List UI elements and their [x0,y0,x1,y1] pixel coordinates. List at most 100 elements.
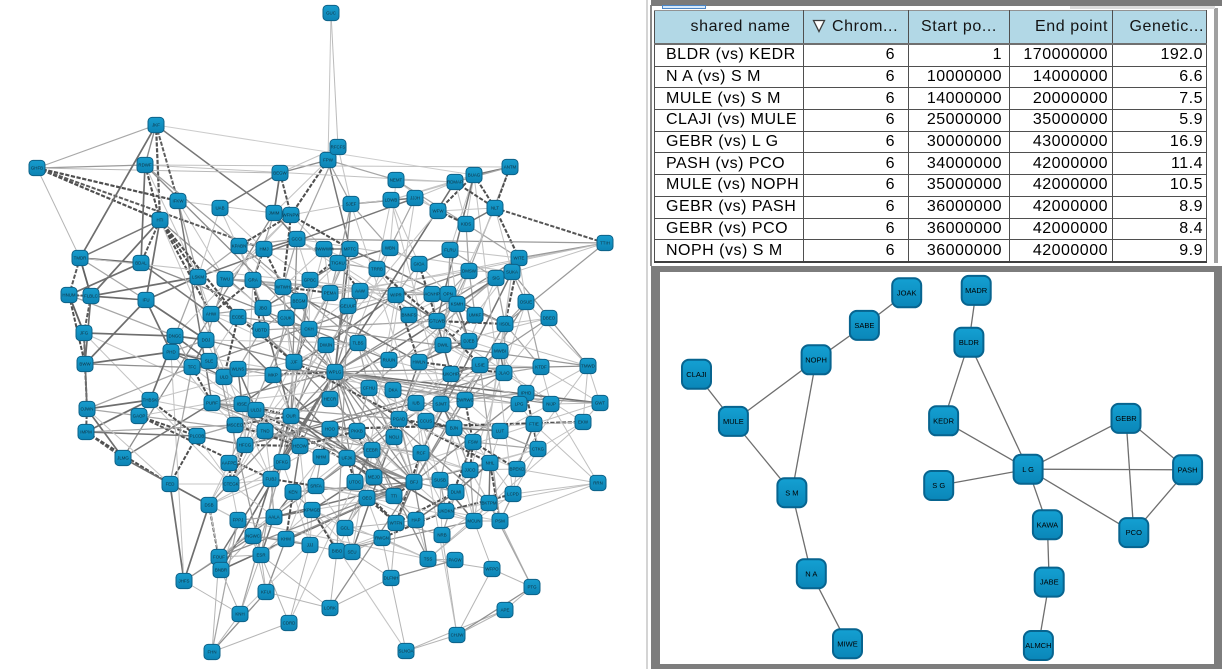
svg-text:ECBE: ECBE [232,315,244,320]
svg-text:PEMA: PEMA [324,291,337,296]
svg-text:DNGC: DNGC [169,334,182,339]
svg-text:OJWN: OJWN [81,407,94,412]
svg-text:TTI: TTI [391,494,398,499]
svg-text:GWT: GWT [595,401,606,406]
svg-text:KNH: KNH [235,612,244,617]
svg-text:IFU: IFU [142,298,149,303]
svg-text:LUT: LUT [496,429,505,434]
svg-text:MPTC: MPTC [344,247,356,252]
svg-text:KFUI: KFUI [261,590,271,595]
svg-text:NOLI: NOLI [389,435,399,440]
svg-text:WFW: WFW [433,209,445,214]
svg-text:JFG: JFG [80,331,89,336]
svg-text:ACNHP: ACNHP [424,292,439,297]
svg-text:MWBI: MWBI [494,349,506,354]
svg-text:HWLN: HWLN [413,360,426,365]
svg-text:WTFN: WTFN [390,521,403,526]
svg-text:MEJO: MEJO [368,475,381,480]
svg-text:GUC: GUC [326,11,336,16]
svg-text:WLNS: WLNS [232,367,245,372]
svg-text:NGWC: NGWC [246,534,260,539]
svg-text:OEO: OEO [362,496,372,501]
svg-text:HTI: HTI [156,218,163,223]
svg-text:DKA: DKA [388,388,397,393]
svg-text:DFKG: DFKG [276,460,289,465]
svg-text:DLFNH: DLFNH [384,576,399,581]
svg-text:AALA: AALA [268,515,279,520]
svg-text:LCPD: LCPD [507,492,519,497]
svg-text:GEUUF: GEUUF [340,304,356,309]
svg-text:GAOP: GAOP [133,414,146,419]
svg-text:GCL: GCL [340,526,350,531]
svg-text:IUB: IUB [412,401,419,406]
svg-text:WIPR: WIPR [390,293,401,298]
svg-text:JJJ: JJJ [307,543,314,548]
svg-text:MSCEO: MSCEO [227,423,244,428]
svg-text:MKP: MKP [268,373,278,378]
svg-text:PGAD: PGAD [393,417,405,422]
svg-text:JOAK: JOAK [897,288,917,297]
svg-text:LPG: LPG [515,402,524,407]
svg-text:RFCFS: RFCFS [331,145,346,150]
svg-text:JKF: JKF [152,123,160,128]
svg-text:MCUN: MCUN [467,519,480,524]
svg-text:NHL: NHL [486,461,495,466]
svg-text:BPEKD: BPEKD [510,467,525,472]
svg-text:SLNOA: SLNOA [399,649,414,654]
svg-text:RDWF: RDWF [138,163,151,168]
svg-text:WFPO: WFPO [485,567,499,572]
svg-text:KPABN: KPABN [232,244,247,249]
svg-text:GHFB: GHFB [31,166,43,171]
svg-text:BUAG: BUAG [468,173,481,178]
svg-text:BFJ: BFJ [410,480,418,485]
svg-text:JLMG: JLMG [117,456,129,461]
svg-text:KTDF: KTDF [535,365,547,370]
svg-text:EWRWC: EWRWC [456,398,473,403]
svg-text:FPPJ: FPPJ [233,518,244,523]
svg-text:APE: APE [501,608,510,613]
svg-text:KHM: KHM [281,537,291,542]
svg-text:UAB: UAB [215,206,224,211]
svg-text:DJEB: DJEB [463,339,474,344]
svg-text:ULDJ: ULDJ [251,408,262,413]
svg-text:AHW: AHW [206,312,217,317]
svg-text:PSM: PSM [495,519,505,524]
svg-text:DBEO: DBEO [543,316,556,321]
svg-text:S M: S M [785,488,798,497]
svg-text:MADR: MADR [965,286,988,295]
svg-text:BLDR: BLDR [959,338,980,347]
svg-text:BEGM: BEGM [293,299,306,304]
svg-text:UMKF: UMKF [469,313,482,318]
svg-text:ALMCH: ALMCH [1025,641,1051,650]
svg-text:HOO: HOO [325,427,336,432]
svg-text:RUUN: RUUN [383,358,396,363]
svg-text:GIOA: GIOA [414,262,425,267]
svg-text:SIG: SIG [492,276,500,281]
svg-text:SJMT: SJMT [435,402,447,407]
svg-text:LSKM: LSKM [192,275,204,280]
svg-text:CDRD: CDRD [283,621,296,626]
svg-text:JJCO: JJCO [465,468,477,473]
svg-text:JABE: JABE [1040,578,1059,587]
svg-text:CKH: CKH [304,327,313,332]
svg-text:S G: S G [932,481,945,490]
svg-text:NRB: NRB [437,533,446,538]
svg-text:TRRB: TRRB [371,267,383,272]
svg-text:IISOL: IISOL [499,322,511,327]
svg-text:CCUS: CCUS [420,419,433,424]
svg-text:IMPM: IMPM [80,430,92,435]
svg-text:PCO: PCO [1126,528,1142,537]
svg-text:FTIE: FTIE [529,422,539,427]
svg-text:IFKW: IFKW [173,199,185,204]
svg-text:CFHU: CFHU [363,386,375,391]
svg-text:DWWWM: DWWWM [314,247,334,252]
svg-text:BEGW: BEGW [273,171,287,176]
svg-text:BJN: BJN [450,426,458,431]
svg-text:LDWB: LDWB [385,198,398,203]
svg-text:HECR: HECR [324,397,336,402]
svg-text:MULE: MULE [723,417,744,426]
svg-text:TSS: TSS [424,557,433,562]
svg-text:DMSW: DMSW [462,269,477,274]
svg-text:RWGN: RWGN [375,536,389,541]
svg-text:PURF: PURF [206,401,218,406]
